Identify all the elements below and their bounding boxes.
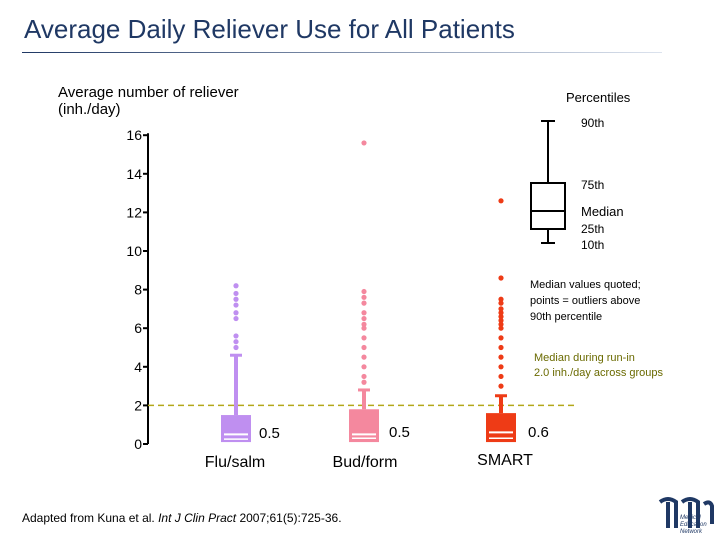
citation-journal: Int J Clin Pract — [158, 511, 237, 525]
logo-text-1: Medical — [680, 515, 701, 521]
outlier-bud-form-0 — [361, 379, 367, 385]
category-label-flu-salm: Flu/salm — [204, 454, 266, 471]
outlier-bud-form-7 — [361, 321, 367, 327]
outlier-smart-13 — [498, 296, 504, 302]
outlier-smart-6 — [498, 325, 504, 331]
outlier-bud-form-11 — [361, 294, 367, 300]
y-tick-label-6: 6 — [134, 320, 142, 336]
page-title: Average Daily Reliever Use for All Patie… — [24, 14, 515, 44]
outlier-flu-salm-2 — [233, 333, 239, 339]
outlier-bud-form-10 — [361, 300, 367, 306]
outlier-bud-form-6 — [361, 325, 367, 331]
outlier-bud-form-12 — [361, 288, 367, 295]
logo-text-3: Network — [680, 529, 703, 535]
outlier-bud-form-4 — [361, 344, 367, 351]
medical-education-network-logo: Medical Education Network — [658, 497, 714, 535]
outlier-smart-5 — [498, 335, 504, 341]
y-tick-label-10: 10 — [126, 243, 142, 259]
category-label-smart: SMART — [477, 452, 533, 469]
outlier-flu-salm-4 — [233, 310, 239, 316]
legend-label-median: Median — [581, 204, 624, 219]
outlier-flu-salm-5 — [233, 302, 239, 308]
outlier-note-line-2: points = outliers above — [530, 295, 641, 307]
outlier-flu-salm-6 — [233, 296, 239, 302]
legend-title: Percentiles — [566, 90, 631, 105]
legend-label-90th: 90th — [581, 116, 605, 130]
y-tick-label-12: 12 — [126, 204, 142, 220]
outlier-note: Median values quoted; points = outliers … — [530, 277, 641, 325]
outlier-bud-form-8 — [361, 315, 367, 322]
y-tick-label-8: 8 — [134, 282, 142, 298]
outlier-smart-4 — [498, 344, 504, 351]
legend-label-75th: 75th — [581, 178, 605, 192]
box-group-flu-salm — [221, 283, 251, 443]
outlier-flu-salm-0 — [233, 344, 239, 351]
title-underline — [22, 52, 662, 53]
citation-suffix: 2007;61(5):725-36. — [236, 511, 342, 525]
box-smart — [486, 413, 516, 443]
outlier-smart-14 — [498, 275, 504, 281]
outlier-flu-salm-3 — [233, 315, 239, 322]
outlier-smart-8 — [498, 317, 504, 324]
outlier-smart-1 — [498, 373, 504, 380]
citation-prefix: Adapted from Kuna et al. — [22, 511, 159, 525]
outlier-bud-form-9 — [361, 310, 367, 316]
outlier-smart-9 — [498, 314, 504, 320]
outlier-flu-salm-1 — [233, 339, 239, 345]
median-label-bud-form: 0.5 — [389, 424, 410, 441]
outlier-smart-15 — [498, 198, 504, 204]
run-in-note-line-1: Median during run-in — [534, 352, 635, 364]
run-in-note-line-2: 2.0 inh./day across groups — [534, 367, 664, 379]
box-group-bud-form — [349, 140, 379, 443]
legend-label-25th: 25th — [581, 222, 605, 236]
source-citation: Adapted from Kuna et al. Int J Clin Prac… — [22, 511, 342, 525]
outlier-smart-0 — [498, 383, 504, 389]
outlier-bud-form-5 — [361, 335, 367, 341]
box-bud-form — [349, 409, 379, 443]
outlier-smart-3 — [498, 354, 504, 360]
box-flu-salm — [221, 415, 251, 443]
y-axis-label: Average number of reliever (inh./day) — [58, 84, 239, 118]
y-axis-label-line-2: (inh./day) — [58, 101, 121, 118]
outlier-smart-2 — [498, 364, 504, 370]
outlier-smart-7 — [498, 321, 504, 327]
run-in-note: Median during run-in 2.0 inh./day across… — [534, 351, 663, 381]
y-tick-label-14: 14 — [126, 166, 142, 182]
outlier-bud-form-3 — [361, 354, 367, 360]
outlier-smart-10 — [498, 310, 504, 316]
y-tick-label-4: 4 — [134, 359, 142, 375]
y-tick-label-0: 0 — [134, 436, 142, 452]
outlier-bud-form-1 — [361, 373, 367, 380]
outlier-smart-11 — [498, 306, 504, 312]
legend-box — [530, 182, 566, 230]
legend-label-10th: 10th — [581, 238, 605, 252]
y-tick-label-16: 16 — [126, 127, 142, 143]
outlier-bud-form-13 — [361, 140, 367, 146]
median-label-smart: 0.6 — [528, 424, 549, 441]
outlier-bud-form-2 — [361, 364, 367, 370]
y-axis-label-line-1: Average number of reliever — [58, 84, 239, 101]
box-group-smart — [486, 198, 516, 443]
category-label-bud-form: Bud/form — [332, 454, 398, 471]
outlier-flu-salm-8 — [233, 283, 239, 289]
outlier-note-line-3: 90th percentile — [530, 311, 603, 323]
outlier-smart-12 — [498, 300, 504, 306]
outlier-flu-salm-7 — [233, 290, 239, 297]
median-label-flu-salm: 0.5 — [259, 425, 280, 442]
y-tick-label-2: 2 — [134, 397, 142, 413]
outlier-note-line-1: Median values quoted; — [530, 279, 641, 291]
logo-text-2: Education — [680, 522, 707, 528]
